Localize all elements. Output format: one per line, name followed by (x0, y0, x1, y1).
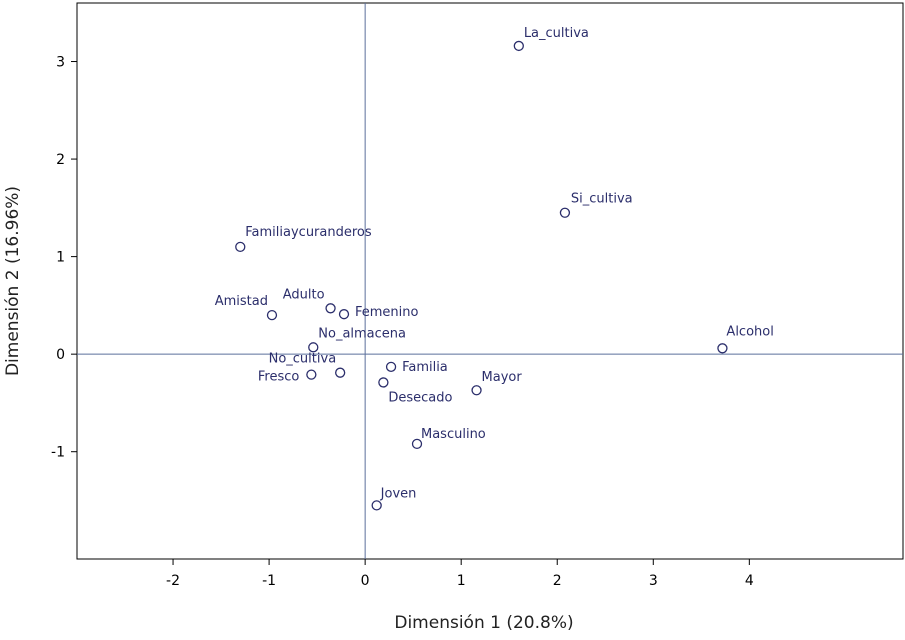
point-marker (411, 438, 423, 450)
point-marker (371, 500, 382, 511)
y-tick-label: 0 (56, 347, 65, 363)
x-tick-label: 4 (745, 573, 754, 589)
point-marker (338, 309, 350, 320)
point-marker (325, 303, 336, 314)
point-label: Mayor (482, 370, 523, 385)
x-tick-label: 3 (649, 573, 658, 589)
plot-frame (76, 2, 904, 560)
x-axis: -2 -1 0 1 2 3 4 (166, 559, 754, 589)
point-label: Familiaycuranderos (245, 225, 372, 240)
x-tick-label: 0 (361, 573, 370, 589)
point-marker (306, 369, 317, 380)
y-tick-label: 3 (56, 55, 65, 71)
point-label: Masculino (421, 427, 486, 442)
data-points: La_cultiva Si_cultiva Familiaycuranderos Am… (215, 26, 774, 511)
x-tick-label: -2 (166, 573, 180, 589)
point-marker (513, 40, 524, 52)
y-tick-label: 2 (56, 152, 65, 168)
y-axis-title: Dimensión 2 (16.96%) (3, 186, 23, 376)
reference-lines (77, 3, 903, 559)
point-label: Si_cultiva (571, 192, 633, 207)
point-label: Alcohol (726, 324, 773, 339)
point-marker (235, 241, 246, 253)
point-label: Familia (402, 360, 448, 375)
y-axis: -1 0 1 2 3 (51, 55, 77, 461)
y-tick-label: 1 (56, 250, 65, 266)
x-tick-label: 1 (457, 573, 466, 589)
x-tick-label: -1 (262, 573, 276, 589)
point-label: Fresco (258, 370, 300, 385)
point-marker (717, 343, 728, 354)
point-marker (471, 385, 482, 396)
point-label: Desecado (388, 390, 452, 405)
point-marker (559, 207, 571, 218)
x-tick-label: 2 (553, 573, 562, 589)
point-label: Adulto (283, 287, 325, 302)
point-marker (266, 309, 278, 321)
point-marker (335, 367, 346, 378)
point-marker (378, 377, 389, 388)
x-axis-title: Dimensión 1 (20.8%) (394, 613, 573, 633)
point-marker (385, 361, 397, 372)
y-tick-label: -1 (51, 445, 65, 461)
point-label: Joven (380, 486, 417, 501)
point-label: La_cultiva (524, 26, 589, 41)
point-marker (308, 342, 319, 353)
point-label: No_almacena (318, 326, 406, 341)
point-label: Femenino (355, 305, 419, 320)
point-label: No_cultiva (269, 352, 337, 367)
point-label: Amistad (215, 294, 268, 309)
